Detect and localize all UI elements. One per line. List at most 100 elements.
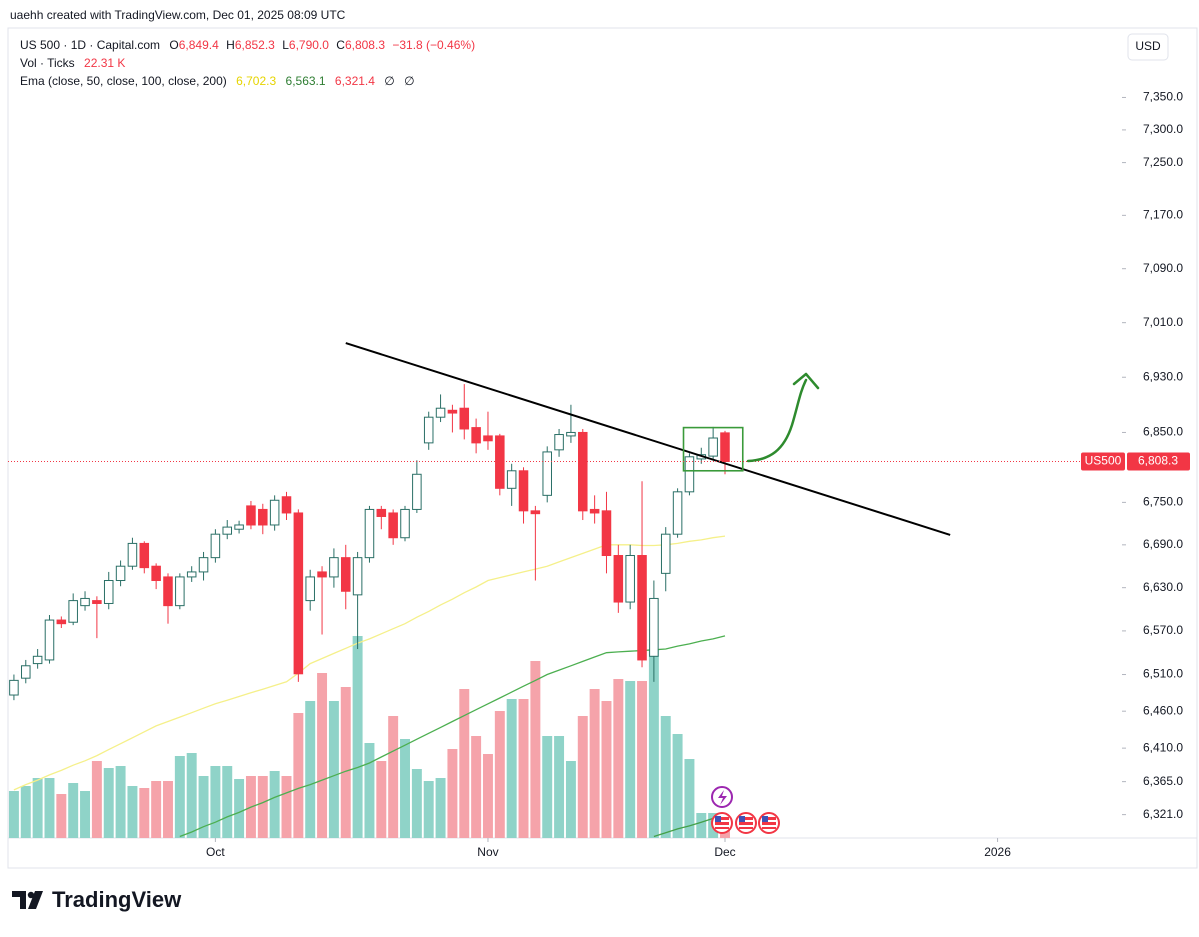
- legend-open: 6,849.4: [179, 38, 219, 52]
- y-tick-label: 6,630.0: [1143, 580, 1183, 594]
- candle-body: [637, 555, 647, 661]
- legend-l: L: [282, 38, 289, 52]
- candle-body: [139, 542, 150, 569]
- candle-body: [530, 510, 541, 515]
- drawn-arrow: [746, 378, 808, 463]
- candle-body: [281, 496, 292, 514]
- x-tick-label: Nov: [477, 845, 498, 859]
- legend-volume-name: Vol · Ticks: [20, 56, 75, 70]
- candle-body: [625, 555, 635, 603]
- currency[interactable]: USD: [1135, 39, 1161, 53]
- volume-bar: [482, 754, 493, 838]
- candle-body: [400, 508, 410, 539]
- price-name-bg: [1081, 452, 1125, 471]
- candle-body: [186, 571, 197, 578]
- candle-body: [115, 565, 126, 582]
- legend-ema: Ema (close, 50, close, 100, close, 200) …: [20, 74, 415, 88]
- y-tick-label: 6,365.0: [1143, 774, 1183, 788]
- flag-icon[interactable]: [711, 812, 733, 834]
- candle-body: [364, 508, 375, 559]
- ema-line: [179, 635, 726, 838]
- volume-bar: [554, 736, 565, 838]
- legend-low: 6,790.0: [289, 38, 329, 52]
- candle-body: [234, 524, 244, 530]
- price-value: 6,808.3: [1138, 454, 1178, 468]
- candle-body: [388, 512, 398, 539]
- volume-bar: [447, 749, 458, 838]
- volume-bar: [186, 753, 197, 838]
- candle-body: [684, 456, 695, 493]
- volume-bar: [151, 781, 162, 838]
- y-tick-label: 6,410.0: [1143, 740, 1183, 754]
- volume-bar: [80, 791, 91, 838]
- currency-button[interactable]: [1127, 33, 1169, 61]
- legend-close: 6,808.3: [345, 38, 385, 52]
- candle-body: [198, 557, 209, 573]
- volume-bar: [518, 699, 529, 838]
- volume-bar: [376, 761, 387, 838]
- y-tick-label: 7,090.0: [1143, 261, 1183, 275]
- event-icon-bolt: [718, 790, 727, 805]
- flag-icon[interactable]: [735, 812, 757, 834]
- legend-ema-200: 6,321.4: [335, 74, 375, 88]
- volume-bar: [257, 776, 268, 838]
- volume-bar: [696, 813, 707, 838]
- volume-bar: [530, 661, 541, 838]
- volume-bar: [198, 776, 209, 838]
- candle-body: [175, 576, 185, 607]
- candle-body: [329, 557, 339, 578]
- candle-body: [542, 451, 552, 496]
- volume-bar: [305, 701, 316, 838]
- y-tick-label: 6,690.0: [1143, 537, 1183, 551]
- candle-body: [68, 600, 78, 623]
- volume-bar: [660, 716, 671, 838]
- volume-bar: [340, 687, 351, 838]
- y-tick-label: 6,321.0: [1143, 807, 1183, 821]
- volume-bar: [648, 649, 659, 838]
- x-tick-label: 2026: [984, 845, 1011, 859]
- volume-bar: [411, 769, 422, 838]
- volume-bar: [506, 699, 517, 838]
- candle-body: [566, 431, 576, 437]
- candle-body: [613, 555, 624, 603]
- flag-icon[interactable]: [758, 812, 780, 834]
- plot: 7,350.0 7,300.0 7,250.0 7,170.0 7,090.0 7,010…: [8, 90, 1197, 859]
- candle-body: [56, 619, 67, 625]
- volume-bar: [174, 756, 185, 838]
- highlight-box: [682, 426, 744, 472]
- candle-body: [32, 655, 43, 665]
- volume-bar: [352, 636, 363, 838]
- candle-body: [483, 435, 493, 442]
- volume-bar: [222, 766, 233, 838]
- legend-main: US 500 · 1D · Capital.com O6,849.4 H6,85…: [20, 38, 475, 52]
- legend-ema-100: 6,563.1: [286, 74, 326, 88]
- volume-bar: [423, 781, 434, 838]
- candle-body: [151, 565, 161, 582]
- legend-symbol: US 500 · 1D · Capital.com: [20, 38, 160, 52]
- legend-change: −31.8 (−0.46%): [392, 38, 475, 52]
- volume-bar: [459, 689, 470, 838]
- x-tick-label: Oct: [206, 845, 225, 859]
- volume-bar: [234, 779, 245, 838]
- y-tick-label: 6,460.0: [1143, 703, 1183, 717]
- legend-ema-5: ∅: [404, 74, 414, 88]
- volume-bar: [56, 794, 67, 838]
- event-icons: [711, 786, 780, 834]
- candle-body: [258, 508, 268, 526]
- volume-bar: [32, 778, 43, 838]
- chart-frame: [7, 27, 1198, 869]
- candle-body: [92, 600, 102, 604]
- volume-bar: [672, 734, 683, 838]
- volume-bar: [293, 713, 304, 838]
- candle-body: [127, 542, 138, 567]
- volume-bar: [8, 791, 19, 838]
- volume-bar: [210, 766, 221, 838]
- candle-body: [222, 526, 233, 535]
- volume-bar: [589, 689, 600, 838]
- volume-bar: [139, 788, 150, 838]
- volume-bar: [127, 786, 138, 838]
- y-tick-label: 6,570.0: [1143, 623, 1183, 637]
- candle-body: [21, 665, 31, 679]
- candle-body: [660, 533, 671, 574]
